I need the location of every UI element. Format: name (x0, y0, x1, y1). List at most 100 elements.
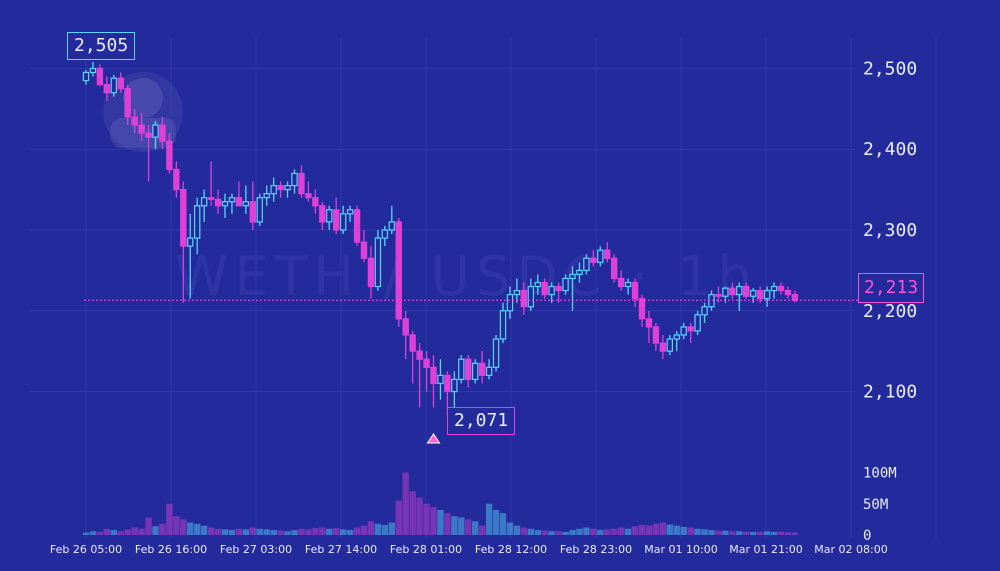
last-price-label: 2,213 (858, 273, 925, 303)
volume-bar (256, 528, 263, 535)
time-tick-label: Mar 02 08:00 (814, 543, 887, 556)
candle-body (673, 334, 680, 340)
volume-bar (346, 530, 354, 535)
volume-bar (659, 522, 667, 535)
volume-bar (228, 530, 236, 535)
price-tick-label: 2,200 (863, 301, 917, 322)
candle-body (319, 205, 326, 223)
volume-bar (777, 531, 785, 535)
candle-body (333, 209, 340, 231)
volume-bar (791, 532, 799, 535)
candle-body (499, 310, 507, 340)
candle-body (541, 281, 548, 296)
volume-bar (381, 525, 389, 535)
candle-body (715, 294, 722, 297)
candle-body (200, 197, 208, 207)
volume-bar (617, 527, 625, 535)
candle-body (263, 193, 270, 199)
time-tick-label: Feb 26 16:00 (135, 543, 207, 556)
volume-bar (534, 530, 541, 535)
volume-bar (166, 503, 173, 535)
candle-body (173, 168, 180, 191)
candle-body (756, 289, 764, 300)
volume-bar (520, 527, 528, 535)
price-tick-label: 2,300 (863, 220, 917, 241)
candle-body (638, 298, 646, 320)
volume-bar (395, 500, 402, 535)
candle-body (298, 172, 305, 195)
volume-bar (242, 529, 250, 535)
time-tick-label: Mar 01 21:00 (729, 543, 802, 556)
candle-body (291, 172, 298, 187)
candle-body (770, 285, 778, 292)
volume-bar (715, 530, 722, 535)
volume-bar (173, 516, 180, 535)
candle-body (777, 285, 785, 292)
volume-bar (117, 531, 124, 535)
candle-body (381, 229, 389, 239)
volume-bar (89, 531, 97, 535)
volume-bar (298, 528, 305, 535)
volume-bar (339, 529, 347, 535)
volume-bar (527, 528, 534, 535)
candle-body (152, 124, 159, 138)
candle-body (485, 366, 493, 376)
volume-bar (763, 531, 771, 535)
volume-bar (96, 531, 104, 535)
candle-body (624, 281, 632, 288)
volume-bar (701, 529, 708, 535)
candle-body (402, 318, 409, 336)
volume-bar (638, 525, 646, 535)
candle-body (520, 289, 528, 308)
volume-bar (645, 525, 653, 535)
volume-bar (465, 519, 472, 535)
volume-bar (277, 530, 284, 535)
volume-bar (353, 527, 361, 535)
volume-bar (360, 525, 368, 535)
candle-body (221, 201, 229, 207)
volume-bar (145, 517, 152, 535)
candle-body (166, 140, 173, 171)
time-tick-label: Mar 01 10:00 (644, 543, 717, 556)
volume-bar (263, 529, 270, 535)
volume-axis: 100M 50M 0 (863, 466, 897, 545)
volume-bar (680, 526, 687, 535)
chart-watermark: WETH / USDC · 1h (175, 245, 758, 308)
candle-body (610, 257, 618, 280)
volume-bar (214, 528, 222, 535)
volume-bar (576, 528, 583, 535)
time-axis: Feb 26 05:00 Feb 26 16:00 Feb 27 03:00 Feb … (50, 543, 888, 556)
candle-body (228, 197, 236, 203)
volume-bar (604, 529, 611, 535)
candle-body (388, 221, 396, 231)
volume-bar (326, 528, 333, 535)
candle-body (117, 77, 124, 90)
candle-body (492, 338, 500, 368)
volume-bar (374, 523, 382, 535)
volume-bar (444, 513, 451, 535)
volume-bar (416, 497, 423, 535)
candle-body (784, 289, 792, 296)
candle-body (339, 213, 347, 231)
candle-body (451, 378, 458, 393)
volume-bar (270, 530, 277, 535)
candle-body (312, 197, 319, 207)
candle-body (409, 334, 416, 352)
volume-bar (770, 531, 778, 535)
candle-body (527, 285, 535, 308)
volume-bar (513, 525, 521, 535)
volume-bar (103, 528, 111, 535)
candle-body (159, 124, 166, 142)
candle-body (235, 197, 243, 207)
volume-bar (611, 528, 618, 535)
candle-body (430, 366, 437, 385)
candle-body (458, 358, 465, 381)
volume-bar (472, 521, 479, 535)
candle-body (652, 326, 660, 344)
time-tick-label: Feb 28 12:00 (475, 543, 547, 556)
time-tick-label: Feb 27 14:00 (305, 543, 377, 556)
volume-bar (569, 530, 576, 535)
candle-body (666, 338, 674, 352)
